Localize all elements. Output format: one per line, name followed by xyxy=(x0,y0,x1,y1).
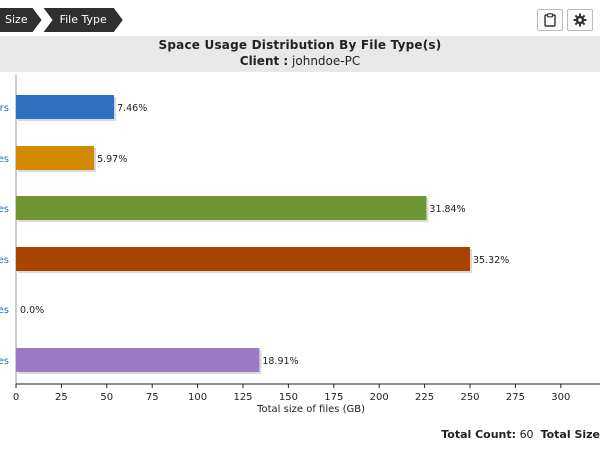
category-label: es xyxy=(0,255,9,266)
x-tick-label: 200 xyxy=(370,392,389,403)
category-label: es xyxy=(0,305,9,316)
x-tick-label: 125 xyxy=(233,392,252,403)
x-tick-label: 150 xyxy=(279,392,298,403)
bar-data-label: 7.46% xyxy=(117,103,147,114)
bar-data-label: 35.32% xyxy=(473,255,509,266)
x-tick-label: 250 xyxy=(460,392,479,403)
bar xyxy=(16,196,427,220)
breadcrumb-item-size[interactable]: Size xyxy=(0,8,42,32)
bar xyxy=(16,95,115,119)
client-name: johndoe-PC xyxy=(292,54,361,68)
chart-title: Space Usage Distribution By File Type(s) xyxy=(158,38,442,52)
x-tick-label: 175 xyxy=(324,392,343,403)
clipboard-icon xyxy=(544,13,556,27)
total-count-value: 60 xyxy=(519,428,534,441)
chart-footer: Total Count: 60 Total Size xyxy=(441,428,600,441)
total-count-label: Total Count: xyxy=(441,428,517,441)
total-size-label: Total Size xyxy=(540,428,600,441)
chart-subtitle: Client : johndoe-PC xyxy=(0,54,600,68)
bar xyxy=(16,247,470,271)
client-label: Client : xyxy=(239,54,289,68)
x-tick-label: 75 xyxy=(146,392,159,403)
x-tick-label: 275 xyxy=(506,392,525,403)
x-tick-label: 300 xyxy=(551,392,570,403)
gear-icon xyxy=(573,13,587,27)
x-tick-label: 25 xyxy=(55,392,68,403)
settings-button[interactable] xyxy=(567,9,593,31)
category-label: es xyxy=(0,154,9,165)
bar xyxy=(16,348,260,372)
x-tick-label: 100 xyxy=(188,392,207,403)
category-label: es xyxy=(0,204,9,215)
category-label: rs xyxy=(0,103,9,114)
category-label: es xyxy=(0,356,9,367)
x-tick-label: 50 xyxy=(100,392,113,403)
clipboard-button[interactable] xyxy=(537,9,563,31)
bar-data-label: 0.0% xyxy=(20,305,44,316)
chart-header xyxy=(0,36,600,72)
bar xyxy=(16,146,95,170)
breadcrumb-item-file-type[interactable]: File Type xyxy=(44,8,123,32)
bar-data-label: 5.97% xyxy=(97,154,127,165)
bar-data-label: 31.84% xyxy=(429,204,465,215)
breadcrumb: Size File Type xyxy=(0,8,125,32)
x-tick-label: 225 xyxy=(415,392,434,403)
bar-chart: 025507510012515017520022525027530032Tota… xyxy=(0,75,600,415)
x-tick-label: 0 xyxy=(13,392,19,403)
x-axis-title: Total size of files (GB) xyxy=(256,404,365,415)
bar-data-label: 18.91% xyxy=(262,356,298,367)
